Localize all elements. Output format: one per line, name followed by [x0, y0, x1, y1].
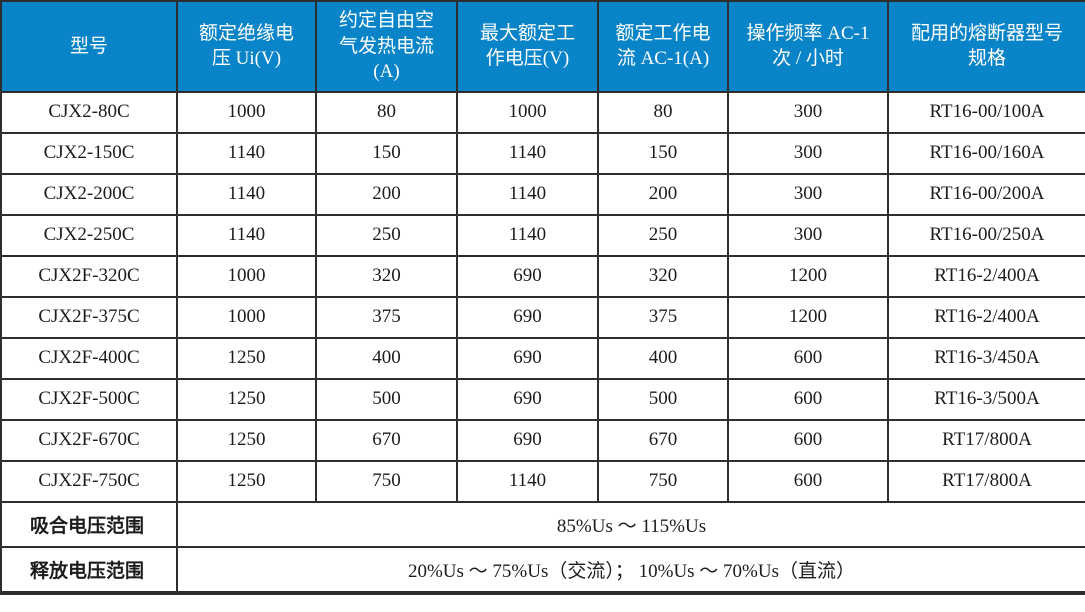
footer-value: 20%Us ～ 75%Us（交流）； 10%Us ～ 70%Us（直流） — [176, 545, 1085, 594]
footer-label: 吸合电压范围 — [0, 500, 178, 548]
table-row: CJX2F-670C 1250 670 690 670 600 RT17/800A — [0, 418, 1085, 462]
value-cell: 1140 — [456, 459, 599, 503]
table-row: CJX2F-320C 1000 320 690 320 1200 RT16-2/400A — [0, 254, 1085, 298]
table-row: CJX2F-500C 1250 500 690 500 600 RT16-3/500A — [0, 377, 1085, 421]
column-header: 额定绝缘电压 Ui(V) — [176, 0, 317, 93]
value-cell: 1200 — [727, 254, 889, 298]
model-cell: CJX2F-400C — [0, 336, 178, 380]
value-cell: 320 — [315, 254, 458, 298]
value-cell: 600 — [727, 377, 889, 421]
value-cell: 690 — [456, 336, 599, 380]
value-cell: RT16-2/400A — [887, 295, 1085, 339]
value-cell: RT16-00/200A — [887, 172, 1085, 216]
value-cell: RT17/800A — [887, 418, 1085, 462]
value-cell: RT16-00/100A — [887, 90, 1085, 134]
column-header: 额定工作电流 AC-1(A) — [597, 0, 729, 93]
value-cell: 300 — [727, 172, 889, 216]
value-cell: 1250 — [176, 377, 317, 421]
value-cell: 200 — [597, 172, 729, 216]
value-cell: 400 — [597, 336, 729, 380]
value-cell: 1140 — [176, 172, 317, 216]
value-cell: RT16-3/500A — [887, 377, 1085, 421]
table-footer: 吸合电压范围 85%Us ～ 115%Us 释放电压范围 20%Us ～ 75%Us（… — [0, 500, 1085, 594]
table-row: CJX2-80C 1000 80 1000 80 300 RT16-00/100A — [0, 90, 1085, 134]
table-row: CJX2-150C 1140 150 1140 150 300 RT16-00/160A — [0, 131, 1085, 175]
column-header: 操作频率 AC-1 次 / 小时 — [727, 0, 889, 93]
table-row: CJX2F-400C 1250 400 690 400 600 RT16-3/450A — [0, 336, 1085, 380]
value-cell: RT16-00/160A — [887, 131, 1085, 175]
model-cell: CJX2-200C — [0, 172, 178, 216]
value-cell: 1000 — [456, 90, 599, 134]
value-cell: 690 — [456, 295, 599, 339]
column-header: 约定自由空气发热电流(A) — [315, 0, 458, 93]
footer-label: 释放电压范围 — [0, 545, 178, 594]
footer-row: 吸合电压范围 85%Us ～ 115%Us — [0, 500, 1085, 548]
value-cell: 1000 — [176, 254, 317, 298]
value-cell: 200 — [315, 172, 458, 216]
value-cell: 1140 — [456, 131, 599, 175]
header-row: 型号 额定绝缘电压 Ui(V) 约定自由空气发热电流(A) 最大额定工作电压(V) 额定… — [0, 0, 1085, 93]
footer-value: 85%Us ～ 115%Us — [176, 500, 1085, 548]
value-cell: 500 — [597, 377, 729, 421]
value-cell: 690 — [456, 254, 599, 298]
table-row: CJX2F-750C 1250 750 1140 750 600 RT17/800A — [0, 459, 1085, 503]
table-row: CJX2-250C 1140 250 1140 250 300 RT16-00/250A — [0, 213, 1085, 257]
model-cell: CJX2-80C — [0, 90, 178, 134]
value-cell: 1000 — [176, 90, 317, 134]
value-cell: 750 — [315, 459, 458, 503]
table-body: CJX2-80C 1000 80 1000 80 300 RT16-00/100A CJX2-… — [0, 90, 1085, 503]
model-cell: CJX2-250C — [0, 213, 178, 257]
value-cell: 1000 — [176, 295, 317, 339]
value-cell: 1140 — [456, 172, 599, 216]
value-cell: 250 — [597, 213, 729, 257]
column-header: 配用的熔断器型号规格 — [887, 0, 1085, 93]
table-row: CJX2-200C 1140 200 1140 200 300 RT16-00/200A — [0, 172, 1085, 216]
footer-row: 释放电压范围 20%Us ～ 75%Us（交流）； 10%Us ～ 70%Us（直… — [0, 545, 1085, 594]
contactor-spec-table: 型号 额定绝缘电压 Ui(V) 约定自由空气发热电流(A) 最大额定工作电压(V) 额定… — [0, 0, 1085, 595]
value-cell: 1250 — [176, 336, 317, 380]
model-cell: CJX2-150C — [0, 131, 178, 175]
value-cell: 300 — [727, 131, 889, 175]
value-cell: RT16-2/400A — [887, 254, 1085, 298]
value-cell: 1250 — [176, 459, 317, 503]
value-cell: 690 — [456, 418, 599, 462]
value-cell: 80 — [597, 90, 729, 134]
value-cell: 670 — [315, 418, 458, 462]
column-header: 最大额定工作电压(V) — [456, 0, 599, 93]
value-cell: 670 — [597, 418, 729, 462]
value-cell: 375 — [597, 295, 729, 339]
value-cell: 150 — [315, 131, 458, 175]
model-cell: CJX2F-500C — [0, 377, 178, 421]
value-cell: 1200 — [727, 295, 889, 339]
table-row: CJX2F-375C 1000 375 690 375 1200 RT16-2/400A — [0, 295, 1085, 339]
value-cell: 375 — [315, 295, 458, 339]
value-cell: RT16-00/250A — [887, 213, 1085, 257]
value-cell: RT17/800A — [887, 459, 1085, 503]
value-cell: 1250 — [176, 418, 317, 462]
value-cell: 250 — [315, 213, 458, 257]
value-cell: 300 — [727, 90, 889, 134]
value-cell: 1140 — [176, 213, 317, 257]
model-cell: CJX2F-750C — [0, 459, 178, 503]
value-cell: 500 — [315, 377, 458, 421]
value-cell: 750 — [597, 459, 729, 503]
value-cell: 80 — [315, 90, 458, 134]
value-cell: 300 — [727, 213, 889, 257]
column-header: 型号 — [0, 0, 178, 93]
value-cell: 600 — [727, 418, 889, 462]
value-cell: 1140 — [456, 213, 599, 257]
value-cell: 600 — [727, 459, 889, 503]
value-cell: 400 — [315, 336, 458, 380]
value-cell: 150 — [597, 131, 729, 175]
model-cell: CJX2F-320C — [0, 254, 178, 298]
value-cell: RT16-3/450A — [887, 336, 1085, 380]
model-cell: CJX2F-670C — [0, 418, 178, 462]
model-cell: CJX2F-375C — [0, 295, 178, 339]
value-cell: 690 — [456, 377, 599, 421]
value-cell: 1140 — [176, 131, 317, 175]
value-cell: 600 — [727, 336, 889, 380]
value-cell: 320 — [597, 254, 729, 298]
